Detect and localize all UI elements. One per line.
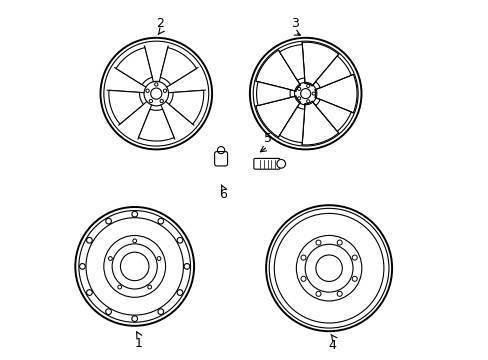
- Polygon shape: [160, 48, 196, 85]
- Text: 3: 3: [290, 17, 298, 30]
- Polygon shape: [315, 56, 350, 88]
- Polygon shape: [169, 90, 203, 124]
- Polygon shape: [138, 109, 174, 141]
- FancyBboxPatch shape: [253, 158, 280, 169]
- Polygon shape: [314, 75, 356, 113]
- Polygon shape: [256, 82, 290, 105]
- Polygon shape: [302, 42, 338, 86]
- Polygon shape: [315, 99, 350, 131]
- Polygon shape: [255, 96, 300, 137]
- Text: 4: 4: [328, 339, 336, 352]
- Text: 1: 1: [134, 337, 142, 350]
- Polygon shape: [302, 101, 338, 145]
- Polygon shape: [255, 50, 300, 91]
- FancyBboxPatch shape: [214, 152, 227, 166]
- Polygon shape: [116, 48, 152, 85]
- Polygon shape: [109, 90, 143, 124]
- Polygon shape: [279, 107, 304, 143]
- Circle shape: [276, 159, 285, 168]
- Text: 2: 2: [156, 17, 163, 30]
- Text: 5: 5: [264, 132, 271, 145]
- Polygon shape: [279, 45, 304, 80]
- Text: 6: 6: [219, 188, 226, 201]
